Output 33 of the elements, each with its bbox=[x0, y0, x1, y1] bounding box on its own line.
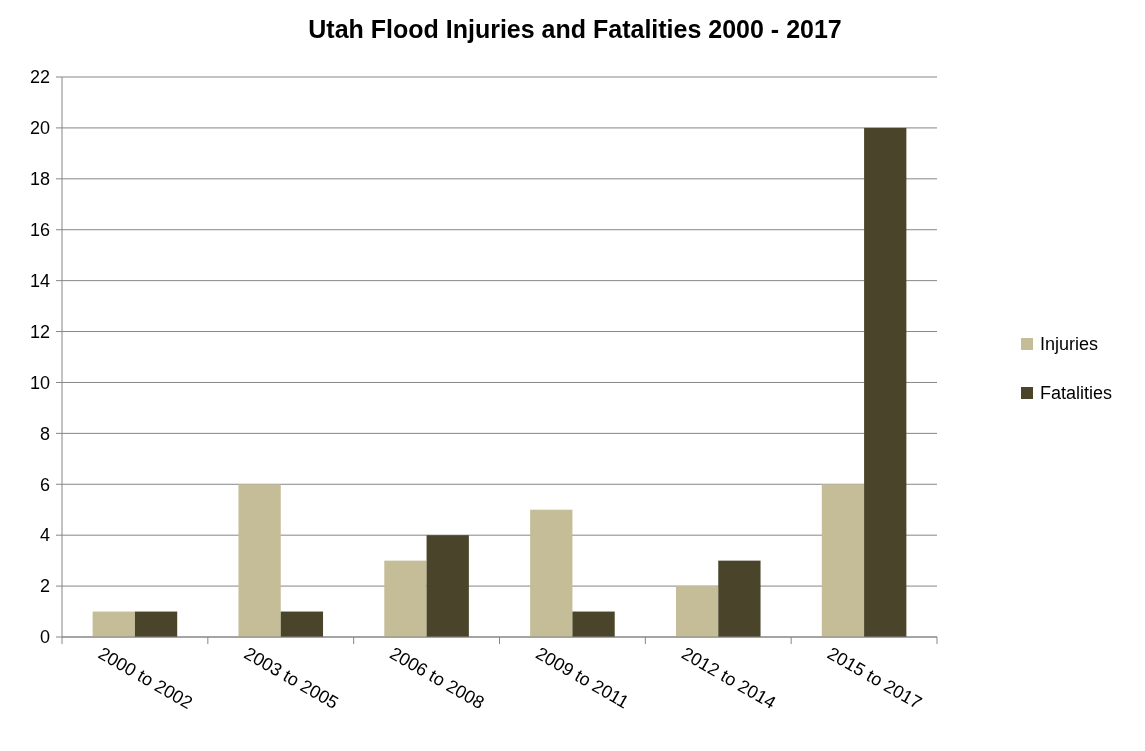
x-tick-label: 2006 to 2008 bbox=[386, 643, 488, 714]
bar bbox=[675, 586, 719, 637]
y-tick-label: 4 bbox=[39, 525, 50, 546]
y-tick-label: 14 bbox=[29, 270, 50, 291]
x-tick-label: 2012 to 2014 bbox=[678, 643, 780, 714]
y-tick-label: 20 bbox=[29, 118, 50, 139]
x-tick-label: 2003 to 2005 bbox=[240, 643, 342, 714]
y-tick-label: 6 bbox=[39, 474, 50, 495]
y-tick-label: 22 bbox=[29, 67, 50, 88]
bar bbox=[718, 560, 761, 637]
legend-label: Fatalities bbox=[1040, 383, 1113, 404]
bar bbox=[864, 127, 907, 637]
y-tick-label: 12 bbox=[29, 321, 50, 342]
x-tick-label: 2000 to 2002 bbox=[94, 643, 196, 714]
x-tick-label: 2009 to 2011 bbox=[532, 643, 633, 713]
bar bbox=[530, 509, 573, 637]
y-tick-label: 16 bbox=[29, 220, 50, 241]
bar bbox=[426, 535, 469, 637]
y-tick-label: 8 bbox=[39, 423, 50, 444]
bar bbox=[821, 484, 865, 637]
bar bbox=[384, 560, 427, 637]
y-tick-label: 18 bbox=[29, 169, 50, 190]
bar bbox=[572, 611, 615, 637]
bar bbox=[134, 611, 178, 637]
bar bbox=[238, 484, 281, 637]
y-tick-label: 0 bbox=[39, 627, 50, 648]
x-tick-label: 2015 to 2017 bbox=[824, 643, 926, 714]
y-tick-label: 10 bbox=[29, 372, 50, 393]
legend-label: Injuries bbox=[1040, 334, 1099, 355]
bar bbox=[280, 611, 324, 637]
y-tick-label: 2 bbox=[39, 576, 50, 597]
chart-title: Utah Flood Injuries and Fatalities 2000 - 2017 bbox=[308, 15, 842, 43]
bar bbox=[92, 611, 135, 637]
